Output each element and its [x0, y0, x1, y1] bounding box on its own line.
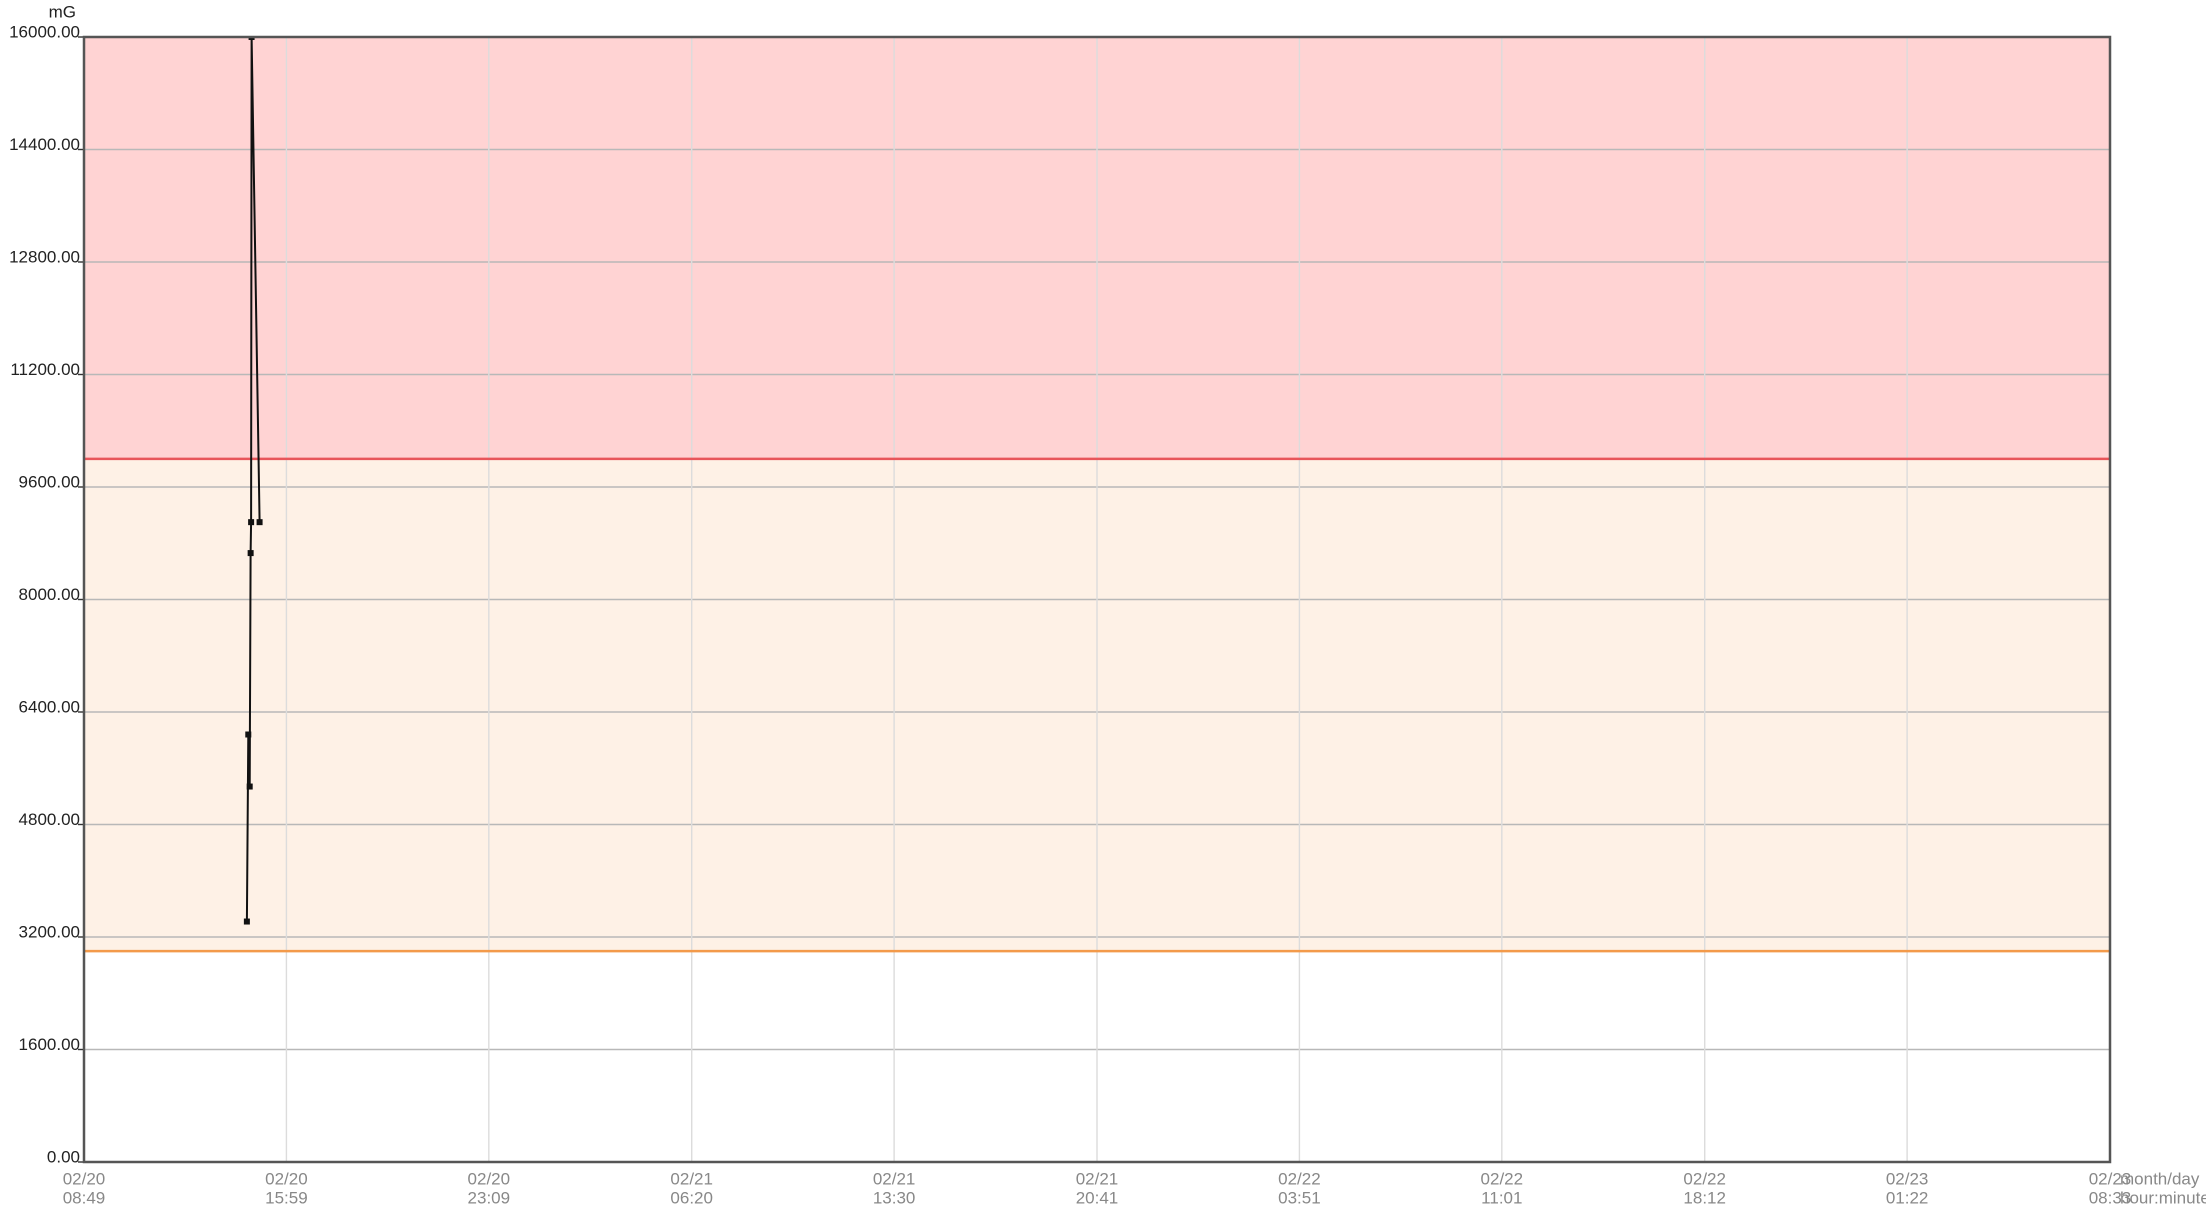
x-tick-label: 02/20: [468, 1169, 511, 1188]
point: [256, 519, 263, 526]
y-tick-label: 14400.00: [9, 135, 80, 154]
point: [247, 550, 254, 557]
point: [248, 37, 255, 40]
point: [245, 731, 252, 738]
x-tick-label: 02/22: [1481, 1169, 1524, 1188]
y-tick-label: 0.00: [47, 1147, 80, 1166]
point: [243, 918, 250, 925]
x-tick-label: 18:12: [1683, 1188, 1726, 1207]
x-tick-label: 15:59: [265, 1188, 308, 1207]
x-tick-label: 02/21: [670, 1169, 713, 1188]
x-tick-label: 08:33: [2089, 1188, 2132, 1207]
x-tick-label: 02/23: [2089, 1169, 2132, 1188]
x-tick-label: 02/20: [63, 1169, 106, 1188]
x-tick-label: 23:09: [468, 1188, 511, 1207]
x-tick-label: 11:01: [1481, 1188, 1522, 1207]
y-tick-label: 1600.00: [19, 1035, 80, 1054]
x-tick-label: 02/20: [265, 1169, 308, 1188]
x-tick-label: 02/22: [1683, 1169, 1726, 1188]
x-tick-label: 02/21: [873, 1169, 916, 1188]
x-axis-label: hour:minute: [2120, 1188, 2206, 1207]
x-tick-label: 03:51: [1278, 1188, 1321, 1207]
y-tick-label: 6400.00: [19, 697, 80, 716]
x-tick-label: 08:49: [63, 1188, 106, 1207]
x-tick-label: 13:30: [873, 1188, 916, 1207]
y-tick-label: 3200.00: [19, 922, 80, 941]
x-tick-label: 02/23: [1886, 1169, 1929, 1188]
y-tick-label: 16000.00: [9, 22, 80, 41]
x-axis-label: month/day: [2120, 1169, 2200, 1188]
point: [248, 519, 255, 526]
series: [243, 37, 263, 925]
y-tick-label: 12800.00: [9, 247, 80, 266]
x-tick-label: 01:22: [1886, 1188, 1929, 1207]
y-tick-label: 4800.00: [19, 810, 80, 829]
x-tick-label: 02/21: [1076, 1169, 1119, 1188]
y-tick-label: 11200.00: [10, 360, 80, 379]
x-tick-label: 06:20: [670, 1188, 713, 1207]
y-tick-label: 8000.00: [19, 585, 80, 604]
point: [246, 783, 253, 790]
y-unit: mG: [49, 2, 76, 21]
x-tick-label: 02/22: [1278, 1169, 1321, 1188]
plot-frame: [82, 35, 2112, 1164]
y-tick-label: 9600.00: [19, 472, 80, 491]
x-tick-label: 20:41: [1076, 1188, 1119, 1207]
